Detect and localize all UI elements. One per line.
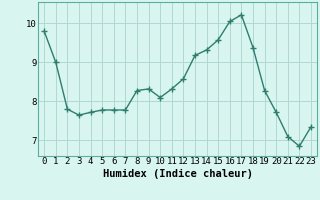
X-axis label: Humidex (Indice chaleur): Humidex (Indice chaleur)	[103, 169, 252, 179]
